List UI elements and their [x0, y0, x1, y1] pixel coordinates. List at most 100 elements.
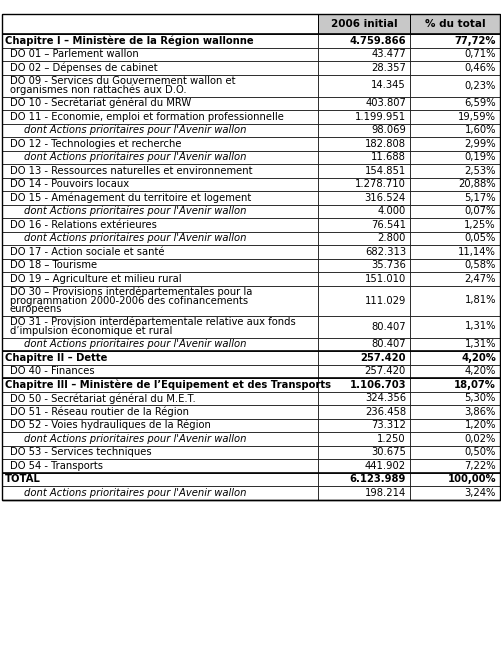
Text: 28.357: 28.357	[370, 63, 405, 73]
Text: 198.214: 198.214	[364, 488, 405, 498]
Bar	[317, 286, 409, 315]
Bar	[317, 191, 409, 204]
Text: dont Actions prioritaires pour l'Avenir wallon: dont Actions prioritaires pour l'Avenir …	[24, 433, 246, 444]
Bar	[317, 110, 409, 123]
Bar	[409, 432, 499, 446]
Bar	[2, 191, 317, 204]
Bar	[409, 459, 499, 473]
Text: DO 54 - Transports: DO 54 - Transports	[10, 461, 103, 471]
Bar	[409, 259, 499, 272]
Text: DO 16 - Relations extérieures: DO 16 - Relations extérieures	[10, 220, 157, 230]
Text: 80.407: 80.407	[371, 339, 405, 349]
Text: 77,72%: 77,72%	[453, 35, 495, 46]
Text: 73.312: 73.312	[370, 421, 405, 430]
Bar	[409, 97, 499, 110]
Text: programmation 2000-2006 des cofinancements: programmation 2000-2006 des cofinancemen…	[10, 295, 247, 306]
Bar	[2, 315, 317, 337]
Bar	[409, 123, 499, 137]
Bar	[2, 351, 317, 364]
Bar	[2, 34, 317, 48]
Text: DO 11 - Economie, emploi et formation professionnelle: DO 11 - Economie, emploi et formation pr…	[10, 112, 283, 122]
Text: Chapitre I – Ministère de la Région wallonne: Chapitre I – Ministère de la Région wall…	[5, 35, 253, 46]
Text: DO 53 - Services techniques: DO 53 - Services techniques	[10, 447, 151, 457]
Bar	[2, 364, 317, 378]
Text: 2,99%: 2,99%	[463, 139, 495, 149]
Bar	[2, 123, 317, 137]
Bar	[409, 61, 499, 75]
Text: 98.069: 98.069	[370, 125, 405, 135]
Bar	[2, 150, 317, 164]
Bar	[317, 419, 409, 432]
Bar	[409, 14, 499, 34]
Text: 6,59%: 6,59%	[463, 98, 495, 108]
Bar	[317, 75, 409, 97]
Bar	[317, 351, 409, 364]
Bar	[317, 177, 409, 191]
Bar	[317, 97, 409, 110]
Bar	[409, 191, 499, 204]
Text: 403.807: 403.807	[364, 98, 405, 108]
Text: Chapitre II – Dette: Chapitre II – Dette	[5, 353, 107, 362]
Bar	[2, 486, 317, 499]
Bar	[317, 245, 409, 259]
Bar	[409, 405, 499, 419]
Text: 4.759.866: 4.759.866	[349, 35, 405, 46]
Text: DO 51 - Réseau routier de la Région: DO 51 - Réseau routier de la Région	[10, 406, 188, 417]
Bar	[409, 245, 499, 259]
Bar	[409, 48, 499, 61]
Bar	[2, 259, 317, 272]
Text: DO 17 - Action sociale et santé: DO 17 - Action sociale et santé	[10, 247, 164, 257]
Bar	[409, 378, 499, 392]
Text: 2,53%: 2,53%	[463, 166, 495, 175]
Text: 0,19%: 0,19%	[463, 152, 495, 163]
Bar	[2, 446, 317, 459]
Bar	[317, 473, 409, 486]
Text: DO 40 - Finances: DO 40 - Finances	[10, 366, 94, 376]
Text: 316.524: 316.524	[364, 193, 405, 203]
Bar	[2, 218, 317, 232]
Bar	[317, 364, 409, 378]
Text: 5,30%: 5,30%	[464, 393, 495, 403]
Bar	[317, 446, 409, 459]
Bar	[409, 286, 499, 315]
Bar	[2, 204, 317, 218]
Bar	[409, 164, 499, 177]
Bar	[2, 378, 317, 392]
Text: 4,20%: 4,20%	[460, 353, 495, 362]
Bar	[409, 232, 499, 245]
Text: 1,60%: 1,60%	[463, 125, 495, 135]
Text: DO 30 – Provisions interdépartementales pour la: DO 30 – Provisions interdépartementales …	[10, 287, 252, 297]
Bar	[409, 75, 499, 97]
Text: 257.420: 257.420	[360, 353, 405, 362]
Bar	[2, 286, 317, 315]
Text: 4.000: 4.000	[377, 206, 405, 216]
Text: DO 13 - Ressources naturelles et environnement: DO 13 - Ressources naturelles et environ…	[10, 166, 252, 175]
Text: 182.808: 182.808	[364, 139, 405, 149]
Bar	[2, 177, 317, 191]
Text: DO 14 - Pouvoirs locaux: DO 14 - Pouvoirs locaux	[10, 179, 129, 189]
Text: 0,71%: 0,71%	[463, 49, 495, 59]
Bar	[409, 315, 499, 337]
Text: 19,59%: 19,59%	[457, 112, 495, 122]
Bar	[317, 164, 409, 177]
Text: DO 09 - Services du Gouvernement wallon et: DO 09 - Services du Gouvernement wallon …	[10, 76, 235, 86]
Text: 30.675: 30.675	[370, 447, 405, 457]
Text: dont Actions prioritaires pour l'Avenir wallon: dont Actions prioritaires pour l'Avenir …	[24, 233, 246, 243]
Text: 151.010: 151.010	[364, 273, 405, 284]
Text: 2,47%: 2,47%	[463, 273, 495, 284]
Text: 0,50%: 0,50%	[464, 447, 495, 457]
Bar	[409, 218, 499, 232]
Bar	[2, 272, 317, 286]
Text: 682.313: 682.313	[364, 247, 405, 257]
Text: % du total: % du total	[424, 19, 484, 29]
Bar	[317, 432, 409, 446]
Bar	[409, 137, 499, 150]
Bar	[2, 459, 317, 473]
Bar	[409, 177, 499, 191]
Bar	[409, 419, 499, 432]
Text: 1,20%: 1,20%	[463, 421, 495, 430]
Text: 0,05%: 0,05%	[464, 233, 495, 243]
Bar	[409, 110, 499, 123]
Text: 2.800: 2.800	[377, 233, 405, 243]
Text: 1.250: 1.250	[377, 433, 405, 444]
